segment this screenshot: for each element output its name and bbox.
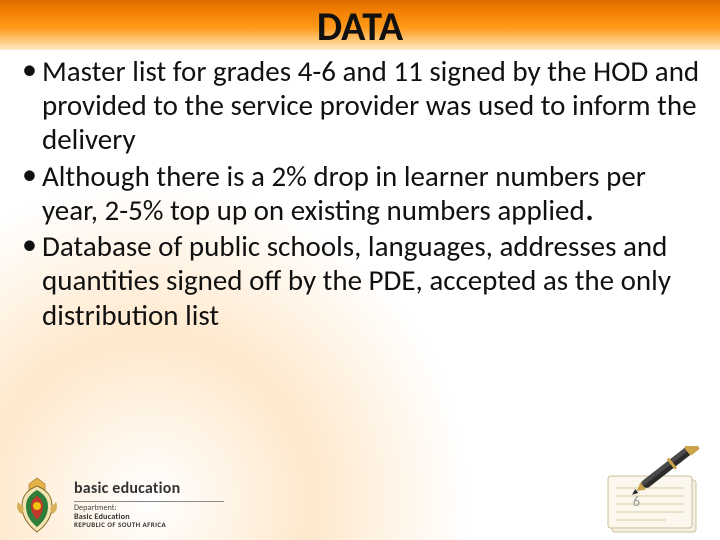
footer-separator bbox=[74, 501, 224, 502]
footer-logo: basic education Department: Basic Educat… bbox=[10, 476, 224, 534]
body-text: Master list for grades 4-6 and 11 signed… bbox=[22, 54, 702, 334]
page-number: 6 bbox=[633, 493, 640, 510]
sa-coat-of-arms-icon bbox=[10, 476, 64, 534]
bullet-2-text: Although there is a 2% drop in learner n… bbox=[42, 158, 646, 228]
slide-title: DATA bbox=[0, 2, 720, 51]
footer-line1: basic education bbox=[74, 481, 224, 498]
pen-on-paper-icon bbox=[576, 446, 706, 536]
bullet-1: Master list for grades 4-6 and 11 signed… bbox=[22, 54, 702, 157]
footer-line4: REPUBLIC OF SOUTH AFRICA bbox=[74, 521, 224, 528]
slide: DATA Master list for grades 4-6 and 11 s… bbox=[0, 0, 720, 540]
footer-logo-text: basic education Department: Basic Educat… bbox=[74, 481, 224, 528]
bullet-3: Database of public schools, languages, a… bbox=[22, 229, 702, 332]
bullet-2-period: . bbox=[585, 185, 595, 231]
bullet-2: Although there is a 2% drop in learner n… bbox=[22, 159, 702, 227]
